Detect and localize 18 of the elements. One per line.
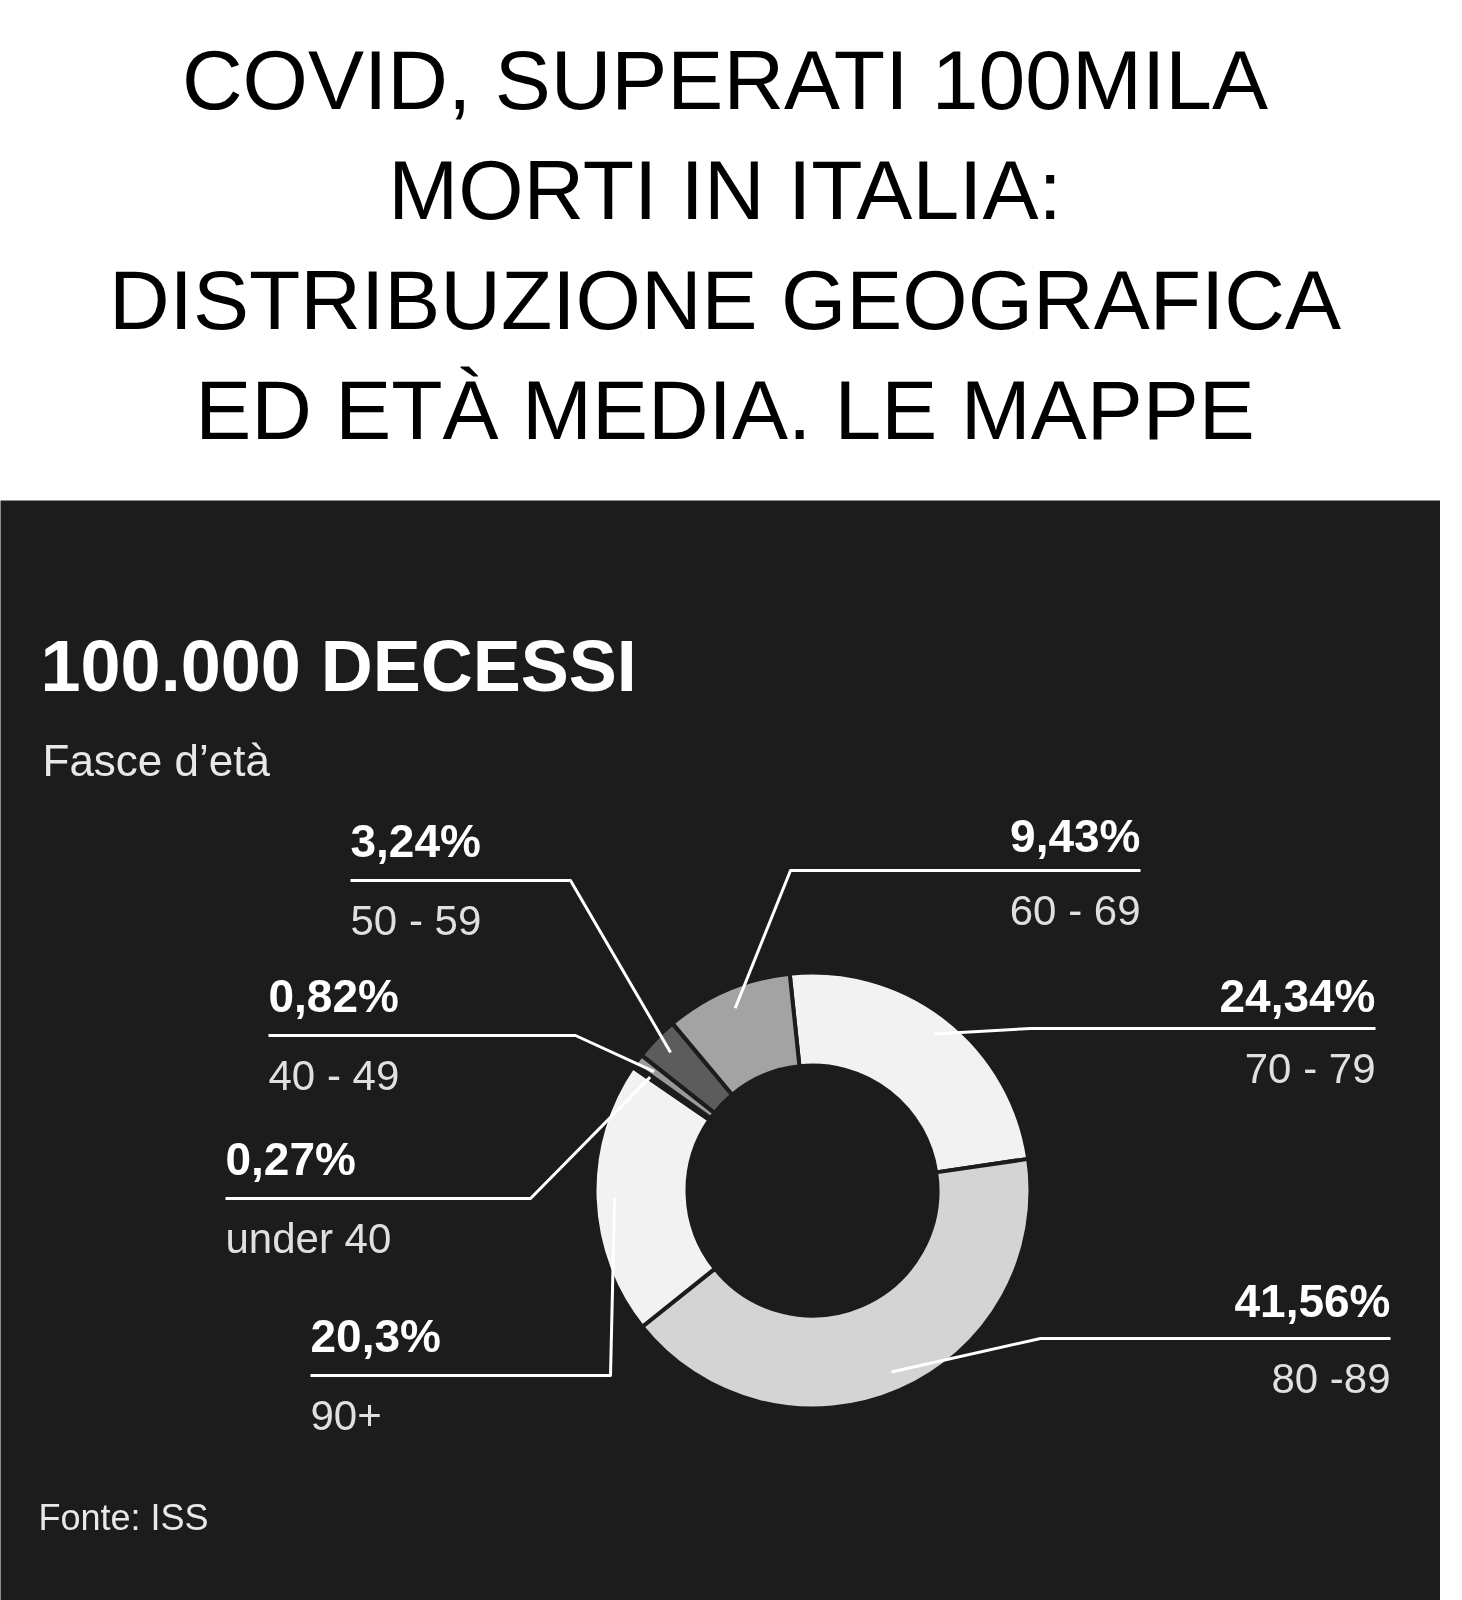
slice-label: 90+ xyxy=(310,1392,382,1439)
data-label: 9,43% xyxy=(1010,809,1141,862)
slice-label: under 40 xyxy=(225,1215,392,1262)
data-label: 41,56% xyxy=(1234,1274,1391,1327)
data-label: 0,82% xyxy=(268,969,399,1022)
slice-label: 70 - 79 xyxy=(1244,1045,1376,1092)
text: Fasce d’età xyxy=(42,736,271,785)
data-label: 20,3% xyxy=(310,1309,441,1362)
data-label: 0,27% xyxy=(225,1132,356,1185)
chart-subtitle: 100.000 DECESSI xyxy=(40,625,637,706)
data-label: 3,24% xyxy=(350,814,481,867)
source-note: Fonte: ISS xyxy=(38,1497,209,1538)
chart-title: COVID, SUPERATI 100MILA MORTI IN ITALIA: DISTRIBUZIONE GEOGRAFICA ED ETÀ MEDIA. LE MAPPE xyxy=(107,32,1343,459)
data-label: 24,34% xyxy=(1219,969,1376,1022)
slice-label: 60 - 69 xyxy=(1009,887,1141,934)
slice-label: 80 -89 xyxy=(1271,1355,1391,1402)
slice-label: 50 - 59 xyxy=(350,897,482,944)
slice-label: 40 - 49 xyxy=(268,1052,400,1099)
